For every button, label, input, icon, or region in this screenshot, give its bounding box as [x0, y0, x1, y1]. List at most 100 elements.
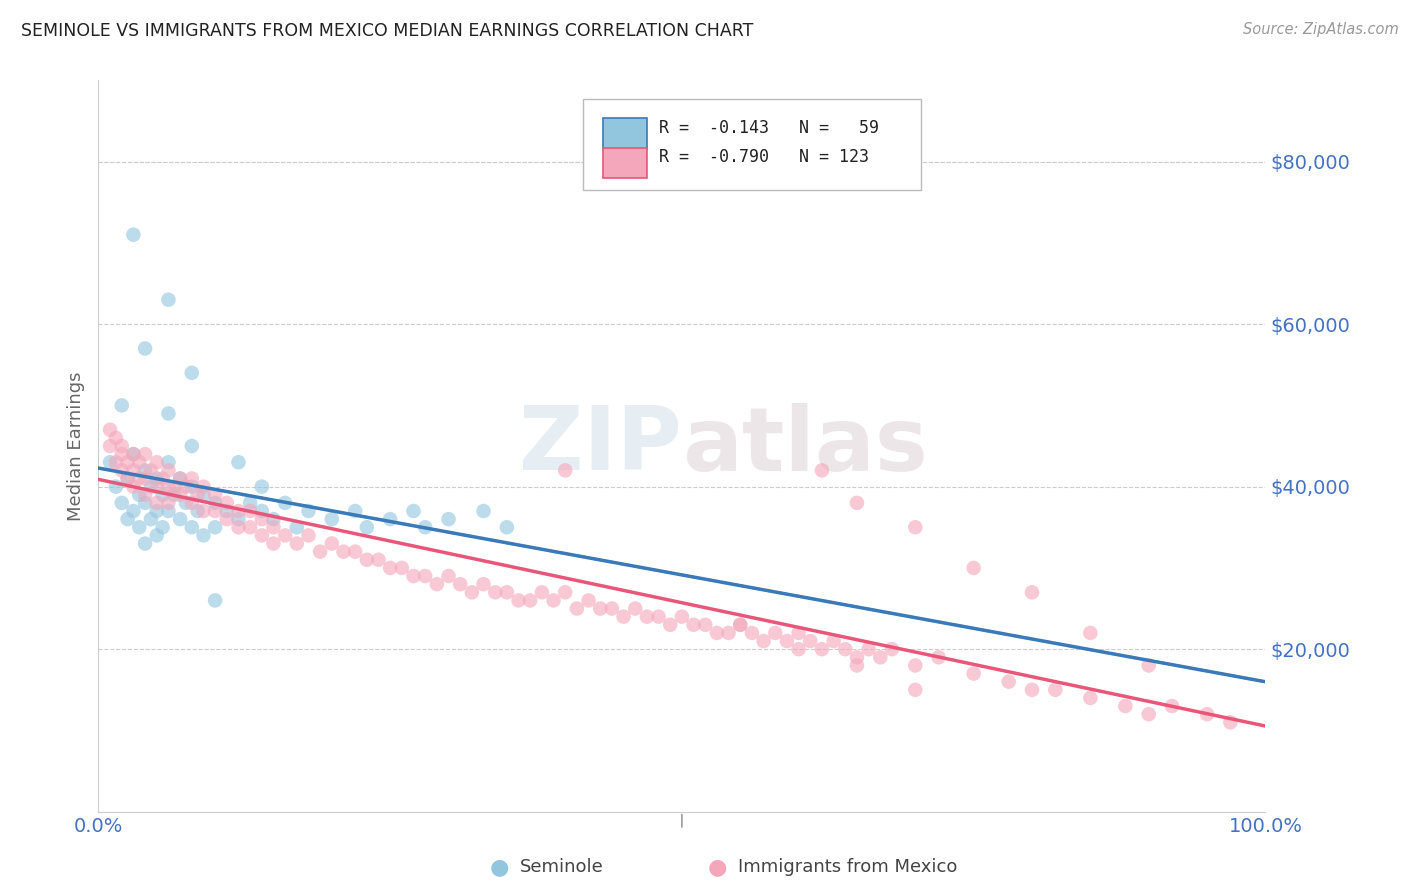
Point: [262, 520, 284, 534]
Point: [163, 488, 186, 502]
Point: [776, 634, 799, 648]
Point: [671, 609, 693, 624]
Point: [250, 528, 273, 542]
Point: [928, 650, 950, 665]
Point: [117, 512, 139, 526]
Point: [378, 512, 402, 526]
Point: [706, 626, 728, 640]
Point: [1114, 699, 1136, 714]
Point: [146, 504, 169, 518]
Point: [484, 585, 506, 599]
Point: [98, 439, 121, 453]
Point: [378, 561, 402, 575]
Point: [869, 650, 891, 665]
Point: [111, 439, 134, 453]
Point: [600, 601, 623, 615]
Point: [134, 447, 156, 461]
Point: [1021, 585, 1043, 599]
Point: [117, 471, 139, 485]
Point: [962, 666, 984, 681]
Point: [157, 407, 180, 421]
Point: [187, 504, 209, 518]
Point: [122, 227, 145, 242]
Point: [215, 496, 238, 510]
Point: [134, 536, 156, 550]
Point: [1021, 682, 1043, 697]
Point: [846, 650, 869, 665]
Point: [104, 455, 127, 469]
Point: [449, 577, 471, 591]
Point: [285, 520, 308, 534]
Point: [1219, 715, 1241, 730]
Point: [139, 463, 162, 477]
Point: [437, 569, 460, 583]
Point: [413, 569, 436, 583]
Point: [285, 536, 308, 550]
Point: [152, 488, 174, 502]
Point: [215, 512, 238, 526]
Point: [695, 617, 717, 632]
Point: [437, 512, 460, 526]
Point: [823, 634, 845, 648]
Point: [530, 585, 553, 599]
Point: [98, 455, 121, 469]
Point: [274, 528, 297, 542]
Point: [321, 536, 343, 550]
Point: [134, 342, 156, 356]
Point: [799, 634, 821, 648]
Point: [204, 593, 226, 607]
Point: [250, 512, 273, 526]
Point: [1137, 707, 1160, 722]
Text: SEMINOLE VS IMMIGRANTS FROM MEXICO MEDIAN EARNINGS CORRELATION CHART: SEMINOLE VS IMMIGRANTS FROM MEXICO MEDIA…: [21, 22, 754, 40]
Point: [104, 431, 127, 445]
Text: Seminole: Seminole: [520, 858, 605, 876]
Point: [163, 480, 186, 494]
Point: [122, 447, 145, 461]
Point: [589, 601, 612, 615]
Point: [117, 455, 139, 469]
Point: [717, 626, 740, 640]
Point: [752, 634, 775, 648]
Point: [180, 471, 202, 485]
Point: [134, 463, 156, 477]
Point: [1137, 658, 1160, 673]
Bar: [603, 119, 647, 149]
Point: [174, 496, 197, 510]
Point: [356, 553, 378, 567]
Point: [134, 471, 156, 485]
Point: [730, 617, 752, 632]
Point: [613, 609, 636, 624]
Point: [111, 447, 134, 461]
Point: [461, 585, 484, 599]
Point: [146, 528, 169, 542]
Point: [880, 642, 903, 657]
Point: [122, 504, 145, 518]
Point: [472, 577, 495, 591]
Point: [787, 642, 810, 657]
Point: [204, 496, 226, 510]
Point: [309, 544, 332, 558]
Point: [169, 512, 191, 526]
Point: [239, 496, 262, 510]
Point: [239, 520, 262, 534]
Point: [834, 642, 856, 657]
Point: [659, 617, 682, 632]
Bar: [603, 147, 647, 178]
Point: [146, 471, 169, 485]
Point: [647, 609, 669, 624]
Point: [519, 593, 541, 607]
Point: [413, 520, 436, 534]
Point: [274, 496, 297, 510]
Point: [426, 577, 449, 591]
Point: [636, 609, 658, 624]
Point: [228, 512, 250, 526]
Point: [1195, 707, 1218, 722]
Point: [128, 488, 150, 502]
Point: [565, 601, 588, 615]
Point: [111, 398, 134, 412]
Point: [846, 496, 869, 510]
Point: [139, 480, 162, 494]
Point: [262, 536, 284, 550]
Point: [495, 520, 517, 534]
Point: [554, 463, 576, 477]
